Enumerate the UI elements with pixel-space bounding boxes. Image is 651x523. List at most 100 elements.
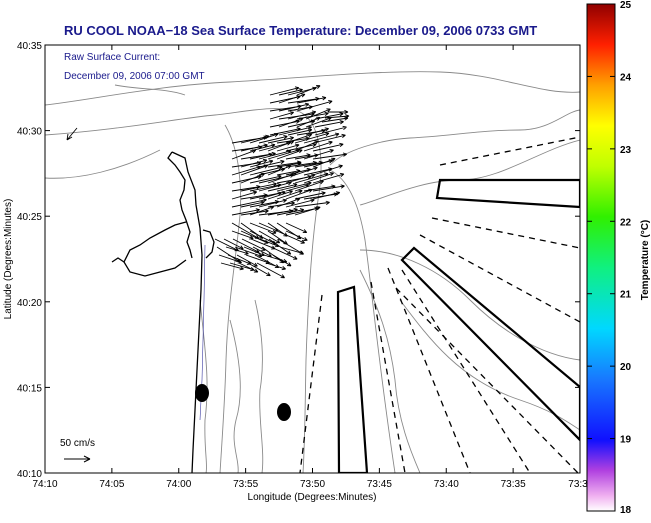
colorbar-ticks: 25 24 23 22 21 20 19 18 <box>587 0 632 516</box>
current-vector <box>258 159 285 168</box>
current-vector <box>294 206 321 216</box>
colorbar-tick-label: 24 <box>620 72 632 83</box>
current-vector <box>267 190 293 200</box>
current-vector <box>276 143 300 152</box>
x-tick-label: 73:50 <box>300 479 325 490</box>
current-vector <box>287 110 317 120</box>
current-vector <box>278 93 306 104</box>
current-time: December 09, 2006 07:00 GMT <box>64 71 205 82</box>
current-vector <box>321 116 349 123</box>
current-vector <box>240 172 266 184</box>
x-tick-label: 74:10 <box>32 479 57 490</box>
colorbar-tick-label: 23 <box>620 145 632 156</box>
current-vector <box>294 180 324 192</box>
current-vector <box>269 111 294 120</box>
current-vector <box>256 262 285 279</box>
current-vector <box>258 181 292 192</box>
current-vector <box>265 262 286 271</box>
current-vector <box>276 149 303 160</box>
current-vector <box>312 152 348 160</box>
current-vector <box>312 172 345 184</box>
current-vector <box>312 184 345 192</box>
current-vector <box>294 132 330 144</box>
y-tick-label: 40:20 <box>17 298 42 309</box>
current-vector <box>303 132 340 144</box>
current-vector <box>314 125 347 136</box>
y-axis-ticks: 40:35 40:30 40:25 40:20 40:15 40:10 <box>17 41 580 480</box>
current-vector <box>296 100 333 112</box>
current-vector <box>276 189 303 200</box>
x-axis-label: Longitude (Degrees:Minutes) <box>248 492 377 503</box>
colorbar-tick-label: 19 <box>620 435 632 446</box>
current-vector <box>267 140 295 152</box>
surface-current-vectors <box>214 85 350 279</box>
current-vector <box>267 164 292 176</box>
current-vector <box>258 191 282 200</box>
current-vector <box>296 85 321 96</box>
current-vector <box>231 149 257 160</box>
current-vector <box>258 141 291 152</box>
scale-label: 50 cm/s <box>60 438 95 449</box>
current-vector <box>278 102 310 112</box>
current-vector <box>278 117 304 128</box>
x-axis-ticks: 74:10 74:05 74:00 73:55 73:50 73:45 73:40 73:35… <box>32 45 588 490</box>
y-tick-label: 40:10 <box>17 469 42 480</box>
current-vector <box>247 262 271 277</box>
coastline <box>111 151 215 473</box>
stray-vector <box>66 127 78 141</box>
current-vector <box>312 191 341 200</box>
current-vector <box>285 133 313 144</box>
x-tick-label: 74:05 <box>99 479 124 490</box>
current-vector <box>249 165 283 176</box>
x-tick-label: 73:45 <box>367 479 392 490</box>
current-vector <box>231 208 260 216</box>
current-vector <box>294 191 326 200</box>
current-vector <box>258 135 288 144</box>
colorbar-label: Temperature (°C) <box>640 220 651 301</box>
current-vector <box>240 200 265 208</box>
current-vector <box>269 104 302 112</box>
colorbar-tick-label: 25 <box>620 0 632 11</box>
current-vector <box>287 128 313 136</box>
scale-arrow <box>64 455 91 463</box>
colorbar <box>586 3 616 512</box>
colorbar-tick-label: 22 <box>620 217 632 228</box>
current-vector <box>231 190 258 200</box>
current-vector <box>240 164 269 176</box>
x-tick-label: 73:40 <box>434 479 459 490</box>
current-vector <box>249 159 274 168</box>
current-vector <box>312 142 344 152</box>
current-vector <box>285 188 313 200</box>
colorbar-tick-label: 18 <box>620 505 632 516</box>
current-vector <box>303 140 333 152</box>
y-axis-label: Latitude (Degrees:Minutes) <box>3 199 14 320</box>
marker-north <box>195 384 209 402</box>
current-vector <box>294 200 330 208</box>
x-tick-label: 74:00 <box>166 479 191 490</box>
current-vector <box>296 96 327 104</box>
current-vector <box>220 262 244 271</box>
y-tick-label: 40:30 <box>17 127 42 138</box>
current-vector <box>249 132 279 144</box>
x-tick-label: 73:55 <box>233 479 258 490</box>
y-tick-label: 40:35 <box>17 41 42 52</box>
current-vector <box>258 230 281 244</box>
x-tick-label: 73:3 <box>568 479 588 490</box>
current-vector <box>276 197 301 208</box>
colorbar-tick-label: 20 <box>620 362 632 373</box>
current-vector <box>268 238 292 255</box>
current-vector <box>231 145 263 152</box>
current-vector <box>285 222 308 234</box>
current-vector <box>269 86 300 96</box>
marker-south <box>277 403 291 421</box>
current-vector <box>303 148 334 160</box>
current-vector <box>249 205 275 216</box>
current-vector <box>238 262 259 273</box>
current-vector <box>258 198 287 208</box>
current-vector <box>312 157 336 168</box>
x-tick-label: 73:35 <box>501 479 526 490</box>
restricted-zone-dashes <box>299 136 580 473</box>
current-vector <box>294 166 318 176</box>
current-vector <box>285 230 308 241</box>
